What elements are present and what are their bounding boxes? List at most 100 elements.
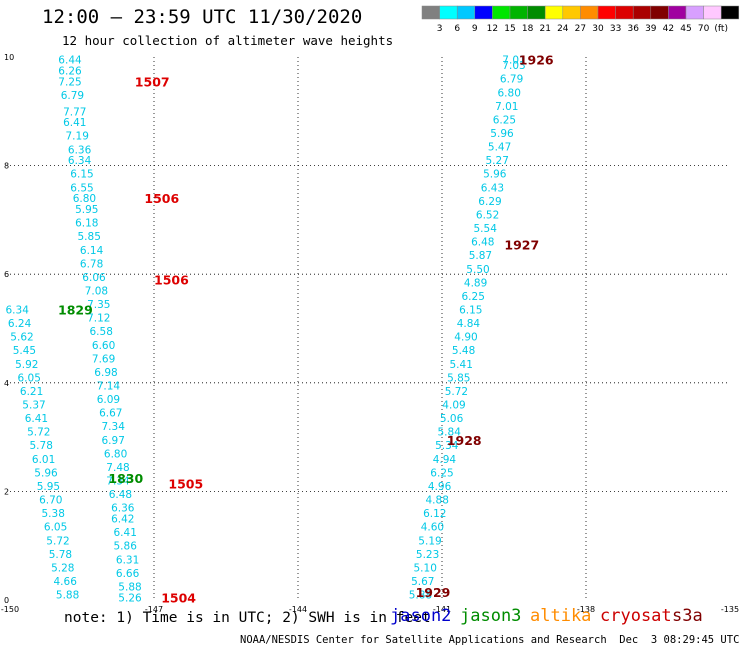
swh-value: 5.72 [27,427,50,439]
pass-number-label: 1830 [108,471,143,486]
swh-value: 5.54 [474,223,498,235]
color-key-swatch [421,5,440,20]
swh-value: 6.09 [97,394,120,406]
color-key-swatch [580,5,599,20]
swh-value: 7.25 [58,76,81,88]
y-tick-label: 10 [4,53,14,62]
color-key-label: 18 [522,24,534,34]
swh-value: 7.48 [106,462,129,474]
y-tick-label: 4 [4,379,9,388]
swh-value: 5.27 [486,155,509,167]
satellite-legend-s3a: s3a [672,606,703,626]
swh-value: 6.21 [20,386,43,398]
color-key-label: 9 [472,24,478,34]
pass-number-label: 1829 [58,302,93,317]
swh-value: 6.48 [471,237,494,249]
page-title: 12:00 – 23:59 UTC 11/30/2020 [42,6,363,28]
swh-value: 4.89 [464,277,487,289]
swh-value: 7.01 [502,55,525,67]
color-key-swatch [632,5,652,20]
swh-value: 6.80 [104,448,127,460]
pass-number-label: 1505 [168,476,203,491]
swh-value: 4.84 [457,318,481,330]
swh-value: 6.66 [116,568,140,580]
swh-value: 5.06 [440,413,464,425]
swh-value: 7.69 [92,353,115,365]
swh-value: 6.31 [116,554,139,566]
swh-value: 6.42 [111,514,134,526]
swh-value: 6.15 [70,169,93,181]
swh-value: 6.44 [58,55,82,67]
y-tick-label: 8 [4,162,9,171]
color-key-label: 30 [592,24,604,34]
swh-value: 6.14 [80,245,104,257]
swh-value: 5.96 [34,467,58,479]
pass-number-label: 1929 [416,585,451,600]
color-key-label: 45 [680,24,691,34]
color-key-label: 27 [575,24,586,34]
swh-value: 6.48 [109,489,132,501]
swh-value: 6.80 [73,193,96,205]
swh-value: 6.15 [459,304,482,316]
satellite-legend-cryosat: cryosat [600,606,672,626]
swh-value: 6.67 [99,408,122,420]
swh-value: 5.88 [118,581,141,593]
swh-value: 7.03 [502,60,525,72]
swh-value: 6.98 [94,367,117,379]
swh-value: 5.26 [118,592,142,604]
pass-number-label: 1926 [519,53,554,68]
color-key-label: 21 [539,24,550,34]
color-key-label: 39 [645,24,657,34]
color-key-label: 33 [610,24,621,34]
swh-value: 5.85 [78,231,101,243]
swh-value: 6.41 [25,413,48,425]
swh-value: 5.28 [51,562,74,574]
swh-value: 6.34 [6,304,30,316]
swh-value: 4.88 [426,495,449,507]
swh-value: 4.94 [433,454,457,466]
swh-value: 5.10 [414,562,437,574]
y-tick-label: 2 [4,487,9,496]
color-key-label: 24 [557,24,569,34]
x-tick-label: -147 [145,605,163,614]
swh-value: 5.45 [13,345,36,357]
swh-value: 4.90 [454,332,477,344]
swh-value: 4.96 [428,481,452,493]
swh-value: 5.50 [466,264,489,276]
swh-value: 4.60 [421,522,444,534]
color-key-label: 42 [663,24,674,34]
satellite-legend-altika: altika [530,606,592,626]
swh-value: 4.66 [54,576,78,588]
swh-value: 5.88 [56,590,79,602]
swh-value: 7.35 [87,299,110,311]
swh-value: 6.06 [82,272,106,284]
swh-value: 6.05 [18,372,41,384]
swh-value: 7.14 [97,381,121,393]
swh-value: 6.55 [70,182,93,194]
x-tick-label: -141 [433,605,451,614]
y-tick-label: 6 [4,270,9,279]
x-tick-label: -144 [289,605,307,614]
swh-value: 6.41 [63,117,86,129]
color-key-label: 3 [437,24,443,34]
satellite-legend-jason2: jason2 [390,606,452,626]
pass-number-label: 1506 [144,191,179,206]
swh-value: 5.34 [435,440,459,452]
swh-value: 5.47 [488,142,511,154]
swh-value: 7.34 [106,476,130,488]
color-key-label: (ft) [714,24,728,34]
swh-value: 6.36 [68,144,92,156]
color-key-swatch [474,5,493,20]
swh-value: 5.87 [469,250,492,262]
swh-value: 7.77 [63,106,86,118]
color-key-swatch [703,5,722,20]
swh-value: 5.96 [483,169,507,181]
swh-value: 5.37 [22,400,45,412]
color-key-swatch [527,5,546,20]
x-tick-label: -150 [1,605,19,614]
swh-value: 5.62 [10,332,33,344]
pass-number-label: 1507 [135,74,170,89]
swh-value: 7.34 [102,421,126,433]
x-tick-label: -138 [577,605,595,614]
